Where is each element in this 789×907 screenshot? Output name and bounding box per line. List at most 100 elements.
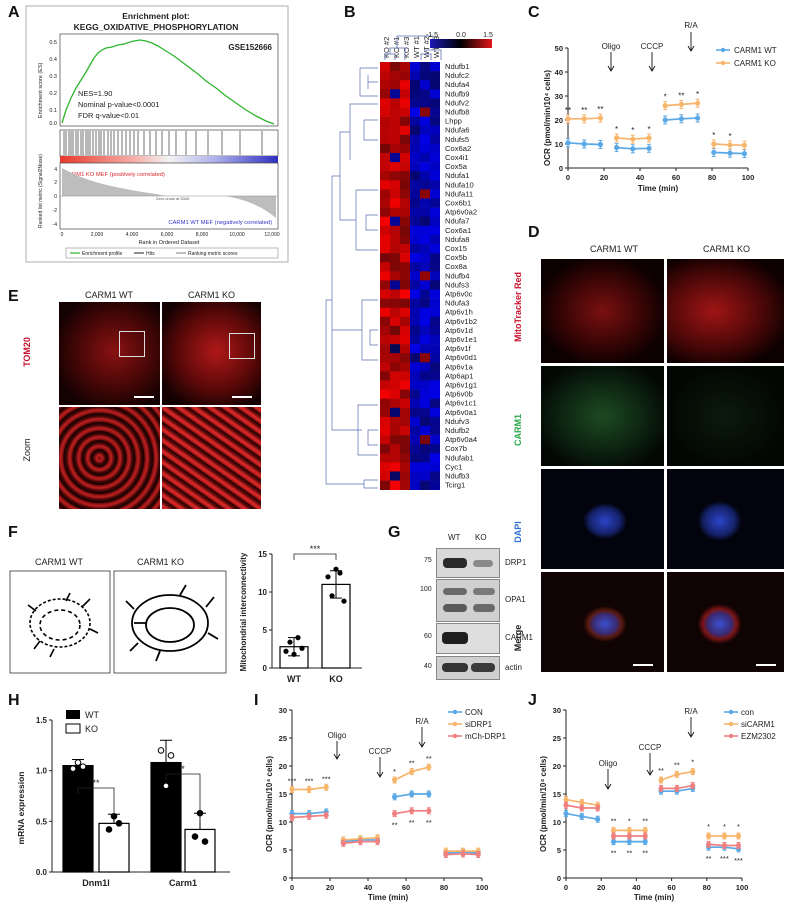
i-sig-mark: ** — [426, 754, 432, 763]
heatmap-cell — [400, 198, 410, 208]
i-point — [374, 839, 381, 845]
j-sig-mark: ** — [658, 766, 664, 775]
heatmap-cell — [400, 234, 410, 245]
panel-f-col-wt: CARM1 WT — [35, 557, 83, 567]
j-yticks: 0 5 10 15 20 25 30 — [553, 706, 566, 883]
j-xtick: 40 — [632, 883, 640, 892]
i-ytick: 15 — [279, 790, 287, 799]
h-point — [162, 782, 170, 790]
heatmap-cell — [410, 198, 420, 208]
c-point — [646, 135, 652, 141]
heatmap-gene-label: Atp6v0a4 — [445, 435, 477, 444]
i-point — [443, 851, 449, 858]
heatmap-cell — [380, 289, 390, 299]
heatmap-cell — [400, 62, 410, 72]
c-sig-mark: ** — [597, 105, 603, 114]
heatmap-cell — [410, 244, 420, 254]
heatmap-cell — [380, 462, 390, 472]
heatmap-gene-label: Atp6v1d — [445, 326, 473, 335]
heatmap-col-label: KO #2 — [382, 37, 391, 58]
c-series-1 — [565, 98, 747, 150]
j-ytick: 5 — [557, 846, 561, 855]
heatmap-cell — [380, 307, 390, 318]
heatmap-cell — [410, 89, 420, 99]
c-point — [727, 142, 733, 148]
heatmap-cell — [410, 253, 420, 263]
h-bar — [62, 764, 94, 873]
heatmap-cell — [380, 435, 390, 445]
heatmap-cell — [410, 162, 420, 172]
heatmap-cell — [390, 362, 400, 372]
j-point — [610, 839, 617, 845]
heatmap-gene-label: Cox6a2 — [445, 144, 471, 153]
c-point — [662, 117, 668, 123]
c-point — [565, 116, 571, 122]
c-point — [597, 141, 603, 148]
es-ytick: 0.4 — [49, 57, 57, 63]
c-ytick: 40 — [555, 68, 563, 77]
heatmap-cell — [430, 234, 440, 245]
gsea-xtick: 6,000 — [161, 232, 174, 238]
heatmap-cell — [430, 307, 440, 318]
gsea-dataset: GSE152666 — [228, 43, 272, 52]
blot-drp1 — [436, 548, 500, 578]
heatmap-gene-label: Atp6v1h — [445, 308, 473, 317]
i-point — [460, 851, 466, 857]
heatmap-gene-label: Ndufa7 — [445, 217, 470, 226]
j-sig-mark: *** — [734, 856, 743, 865]
heatmap-cell — [400, 262, 410, 272]
c-point — [630, 136, 636, 142]
j-sig-mark: ** — [642, 849, 648, 858]
es-ytick: 0.3 — [49, 74, 57, 80]
heatmap-cell — [420, 107, 430, 117]
heatmap-cell — [380, 80, 390, 90]
heatmap-cell — [420, 380, 430, 390]
heatmap-gene-label: Ndufa4 — [445, 80, 470, 89]
heatmap-cell — [410, 289, 420, 299]
heatmap-cell — [410, 207, 420, 217]
heatmap-cell — [390, 189, 400, 199]
heatmap-cell — [430, 389, 440, 399]
heatmap-cell — [390, 316, 400, 327]
heatmap-gene-label: Cox6b1 — [445, 199, 471, 208]
heatmap-cell — [390, 280, 400, 290]
h-ytick: 0.5 — [36, 817, 48, 826]
j-point — [690, 769, 696, 775]
h-bar — [184, 828, 216, 873]
heatmap-gene-label: Ndufa11 — [445, 189, 473, 198]
heatmap-cell — [400, 325, 410, 336]
panel-d-row-mito: MitoTracker Red — [513, 271, 523, 343]
rank-ytick: -2 — [53, 208, 58, 214]
heatmap-cell — [420, 426, 430, 436]
heatmap-cell — [390, 225, 400, 236]
heatmap-cell — [420, 416, 430, 427]
heatmap-cell — [380, 371, 390, 381]
heatmap-cell — [400, 89, 410, 99]
heatmap-cell — [380, 180, 390, 190]
h-yticks: 0.0 0.5 1.0 1.5 — [36, 716, 52, 877]
f-point — [341, 598, 347, 604]
heatmap-cell — [390, 453, 400, 463]
i-arrow-oligo-label: Oligo — [328, 731, 347, 740]
enrichment-profile-line — [61, 39, 275, 125]
heatmap-cell — [430, 453, 440, 463]
i-point — [426, 791, 432, 797]
h-point — [115, 820, 123, 827]
heatmap-cell — [430, 362, 440, 372]
c-xticks: 0 20 40 60 80 100 — [566, 168, 754, 182]
heatmap-cell — [400, 189, 410, 199]
f-point — [337, 570, 343, 576]
c-legend-ko: CARM1 KO — [734, 59, 776, 68]
heatmap-col-label: WT #1 — [412, 36, 421, 58]
f-bars: WT KO — [279, 566, 351, 684]
j-ytick: 20 — [553, 762, 561, 771]
i-series-1 — [289, 763, 481, 855]
blot-opa1 — [436, 579, 500, 622]
heatmap-cell — [400, 307, 410, 318]
es-ytick: 0.5 — [49, 40, 57, 46]
heatmap-cell — [380, 316, 390, 327]
heatmap-gene-label: Cox6a1 — [445, 226, 471, 235]
heatmap-cell — [430, 462, 440, 472]
i-point — [392, 811, 398, 817]
c-point — [741, 151, 747, 157]
